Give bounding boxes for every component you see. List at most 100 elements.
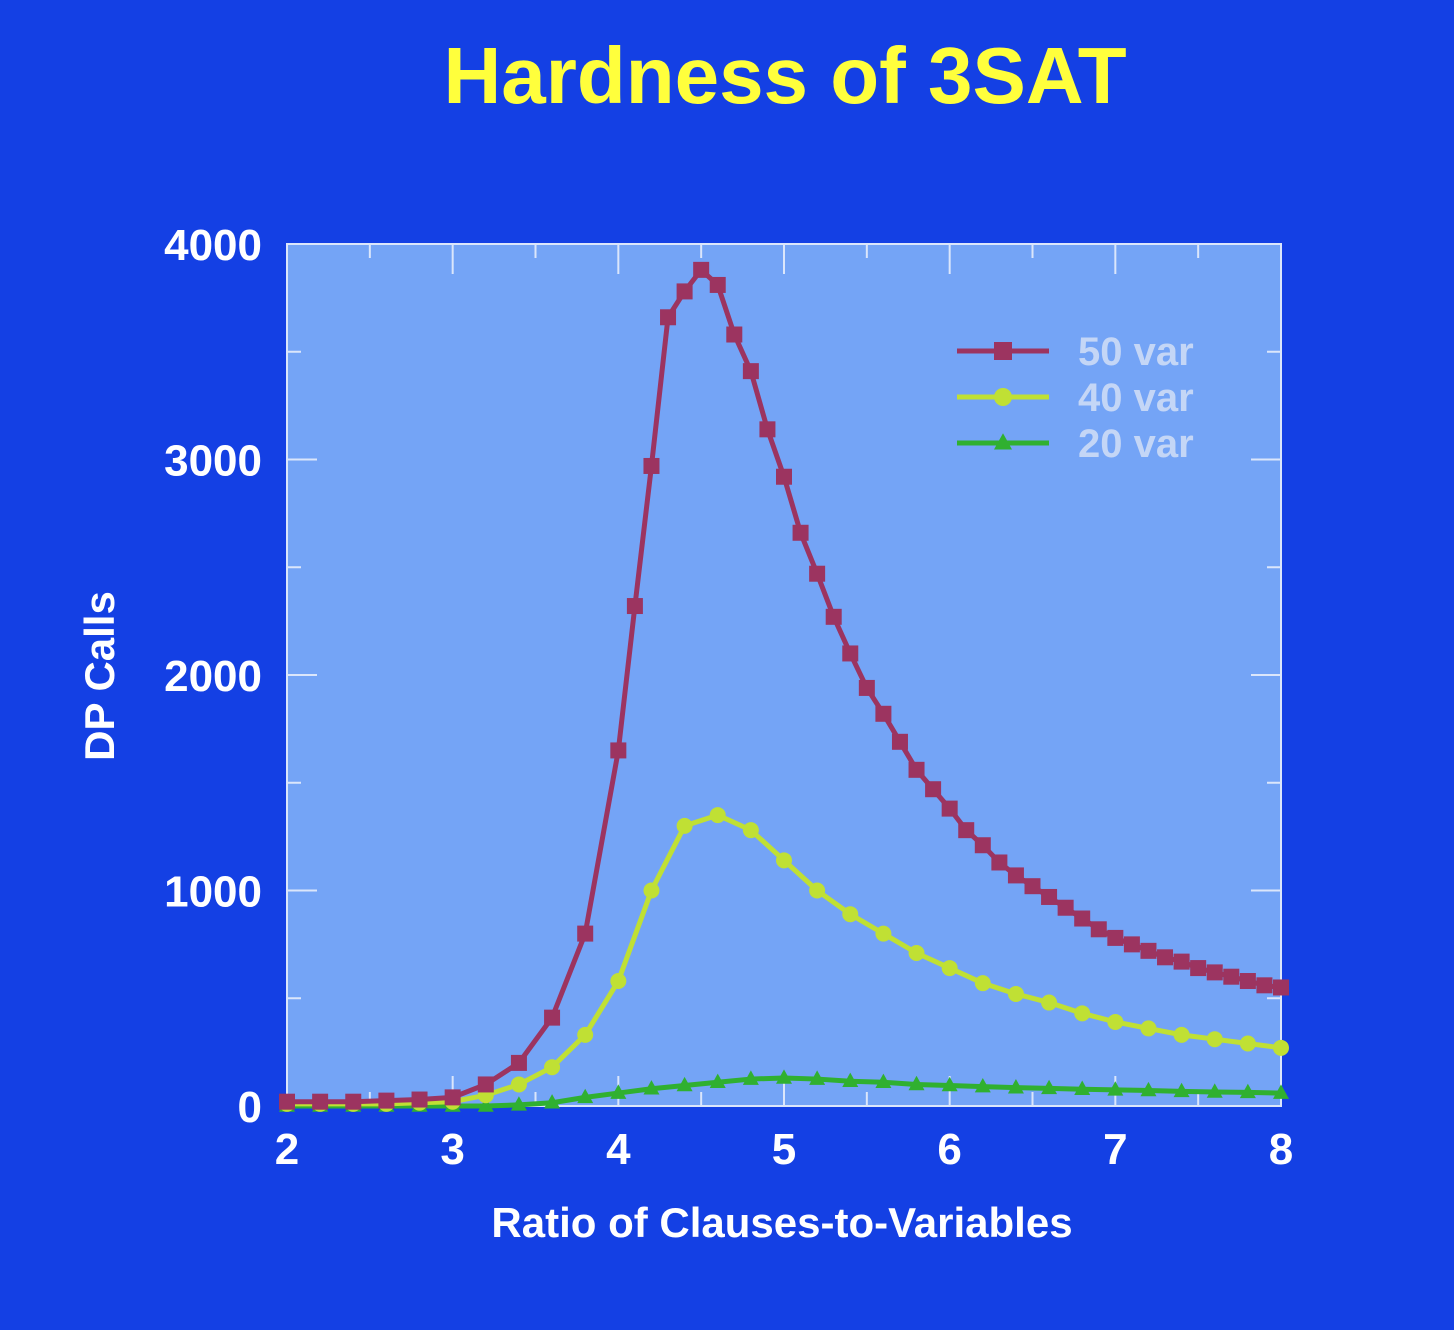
data-point — [941, 800, 958, 817]
data-point — [994, 433, 1012, 450]
x-tick-label: 6 — [937, 1125, 961, 1174]
data-point — [1074, 910, 1091, 927]
data-point — [1041, 994, 1058, 1011]
data-point — [1190, 960, 1207, 977]
data-point — [477, 1076, 494, 1093]
data-point — [626, 598, 643, 615]
data-point — [1256, 977, 1273, 994]
data-point — [809, 565, 826, 582]
data-point — [279, 1093, 295, 1110]
legend-label: 20 var — [1078, 422, 1194, 466]
data-point — [577, 1088, 594, 1104]
data-point — [1140, 1020, 1157, 1037]
y-tick-label: 1000 — [164, 868, 262, 917]
data-point — [742, 822, 759, 839]
data-point — [577, 925, 594, 942]
x-axis-label: Ratio of Clauses-to-Variables — [491, 1199, 1072, 1246]
data-point — [974, 1077, 991, 1093]
y-axis-label: DP Calls — [76, 591, 123, 761]
data-point — [1239, 973, 1256, 990]
data-point — [991, 854, 1008, 871]
data-point — [1273, 979, 1289, 996]
x-tick-label: 2 — [275, 1125, 299, 1174]
data-point — [477, 1097, 494, 1112]
data-point — [1206, 1083, 1223, 1098]
data-point — [776, 1069, 792, 1084]
data-point — [974, 975, 991, 992]
data-point — [1090, 921, 1107, 938]
y-tick-label: 2000 — [164, 652, 262, 701]
data-point — [825, 608, 842, 625]
data-point — [1223, 968, 1240, 985]
x-tick-label: 4 — [606, 1125, 631, 1174]
data-point — [1157, 949, 1174, 966]
data-point — [1273, 1039, 1289, 1056]
data-point — [709, 1073, 726, 1089]
data-point — [1273, 1084, 1289, 1099]
data-point — [809, 882, 826, 899]
data-point — [510, 1054, 527, 1071]
data-point — [312, 1093, 329, 1110]
data-point — [643, 457, 660, 474]
data-point — [610, 1084, 627, 1099]
legend-label: 40 var — [1078, 376, 1194, 420]
data-point — [858, 679, 875, 696]
data-point — [726, 326, 743, 343]
series-layer — [279, 261, 1289, 1112]
data-point — [891, 733, 908, 750]
data-point — [974, 837, 991, 854]
data-point — [875, 1073, 892, 1089]
data-point — [643, 882, 660, 899]
data-point — [444, 1089, 461, 1106]
data-point — [510, 1076, 527, 1093]
data-point — [676, 283, 693, 300]
data-point — [958, 822, 975, 839]
data-point — [1007, 985, 1024, 1002]
data-point — [1239, 1083, 1256, 1099]
y-tick-label: 0 — [238, 1083, 262, 1132]
data-point — [544, 1009, 561, 1026]
data-point — [842, 1072, 859, 1087]
data-point — [1007, 867, 1024, 884]
data-point — [742, 363, 759, 380]
data-point — [1041, 888, 1058, 905]
data-point — [1173, 1082, 1190, 1098]
data-point — [875, 705, 892, 722]
data-point — [610, 742, 627, 759]
data-point — [643, 1080, 660, 1095]
data-point — [994, 388, 1012, 406]
x-tick-label: 8 — [1269, 1125, 1293, 1174]
data-point — [792, 524, 809, 541]
data-point — [1173, 1026, 1190, 1043]
data-point — [1140, 942, 1157, 959]
data-point — [1107, 1013, 1124, 1030]
data-point — [1057, 899, 1074, 916]
data-point — [809, 1070, 826, 1085]
data-point — [1107, 929, 1124, 946]
data-point — [908, 1075, 925, 1091]
plot-area — [286, 243, 1282, 1107]
data-point — [345, 1093, 362, 1110]
data-point — [544, 1059, 561, 1076]
x-tick-label: 5 — [772, 1125, 796, 1174]
data-point — [925, 781, 942, 798]
data-point — [1007, 1079, 1024, 1094]
data-point — [1206, 964, 1223, 981]
x-tick-label: 7 — [1103, 1125, 1127, 1174]
data-point — [875, 925, 892, 942]
data-point — [994, 342, 1012, 360]
data-point — [759, 421, 776, 438]
data-point — [908, 761, 925, 778]
data-point — [544, 1094, 561, 1109]
data-point — [1173, 953, 1190, 970]
axis-ticks — [286, 243, 1282, 1107]
data-point — [1140, 1081, 1157, 1097]
data-point — [510, 1096, 527, 1111]
data-point — [941, 960, 958, 977]
y-tick-label: 3000 — [164, 437, 262, 486]
tick-labels: 2 3 4 5 6 7 8 0 1000 2000 3000 4000 — [164, 221, 1293, 1174]
legend-label: 50 var — [1078, 330, 1194, 374]
data-point — [1074, 1005, 1091, 1022]
